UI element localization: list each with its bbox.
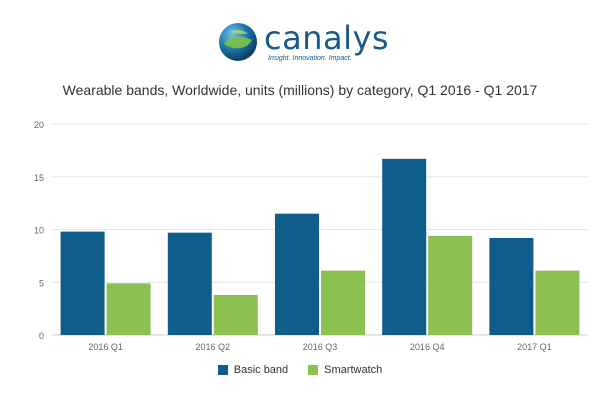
globe-icon <box>219 23 257 61</box>
y-tick-label: 20 <box>34 120 44 130</box>
legend-item-smartwatch[interactable]: Smartwatch <box>308 364 382 376</box>
y-tick-label: 15 <box>34 173 44 183</box>
chart-title: Wearable bands, Worldwide, units (millio… <box>62 82 538 98</box>
bar-smartwatch <box>535 270 580 335</box>
y-tick-label: 5 <box>39 278 44 288</box>
bar-smartwatch <box>428 235 473 335</box>
bar-smartwatch <box>321 270 365 335</box>
canalys-logo: canalys Insight. Innovation. Impact. <box>218 22 389 66</box>
legend-swatch-basic-band <box>217 365 228 375</box>
legend-swatch-smartwatch <box>308 365 319 375</box>
y-tick-label: 10 <box>34 226 44 236</box>
bar-basic-band <box>275 213 319 335</box>
bar-basic-band <box>382 158 427 335</box>
y-tick-label: 0 <box>39 331 44 341</box>
legend-item-basic-band[interactable]: Basic band <box>217 364 289 376</box>
bar-smartwatch <box>106 283 151 335</box>
x-tick-label: 2016 Q1 <box>88 342 123 352</box>
legend-label-basic-band: Basic band <box>233 364 289 376</box>
brand-tagline: Insight. Innovation. Impact. <box>268 55 352 62</box>
bar-smartwatch <box>213 294 258 335</box>
bar-basic-band <box>167 232 212 335</box>
x-tick-label: 2016 Q3 <box>303 342 338 352</box>
bar-basic-band <box>60 231 105 335</box>
x-tick-label: 2016 Q4 <box>410 342 445 352</box>
x-tick-label: 2016 Q2 <box>196 342 231 352</box>
legend-label-smartwatch: Smartwatch <box>324 364 383 376</box>
bar-basic-band <box>489 237 534 335</box>
brand-name: canalys <box>264 19 390 57</box>
chart-legend: Basic band Smartwatch <box>0 364 600 376</box>
x-tick-label: 2017 Q1 <box>517 342 552 352</box>
